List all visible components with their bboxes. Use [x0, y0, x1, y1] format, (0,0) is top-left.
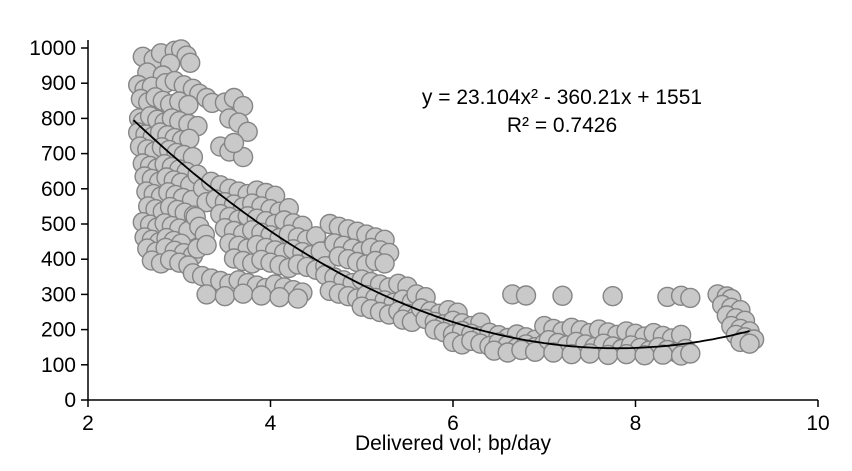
data-point — [251, 285, 272, 306]
x-tick-label: 8 — [630, 412, 642, 435]
y-tick-label: 700 — [41, 143, 76, 166]
y-tick-label: 100 — [41, 354, 76, 377]
y-tick-label: 200 — [41, 319, 76, 342]
data-point — [223, 132, 245, 154]
data-point — [269, 287, 290, 308]
data-point — [196, 234, 217, 256]
data-point — [680, 287, 701, 309]
y-tick-label: 0 — [64, 389, 76, 412]
data-point — [739, 333, 760, 354]
data-point — [214, 286, 236, 307]
data-point — [680, 343, 701, 364]
x-tick-label: 6 — [447, 412, 459, 435]
x-axis-title: Delivered vol; bp/day — [355, 432, 552, 455]
data-point — [552, 285, 573, 306]
data-point — [652, 344, 674, 365]
x-tick-label: 4 — [265, 412, 277, 435]
y-tick-label: 300 — [41, 283, 76, 306]
trendline-equation: y = 23.104x² - 360.21x + 1551 — [422, 86, 702, 109]
y-tick-label: 800 — [41, 107, 76, 130]
data-point — [179, 52, 201, 73]
x-tick-label: 10 — [806, 412, 829, 435]
y-tick-label: 500 — [41, 213, 76, 236]
y-tick-label: 1000 — [29, 37, 76, 60]
y-tick-label: 900 — [41, 72, 76, 95]
trendline — [132, 119, 750, 350]
data-point — [374, 253, 395, 274]
data-point — [515, 285, 537, 306]
y-tick-label: 400 — [41, 248, 76, 271]
x-tick-label: 2 — [82, 412, 94, 435]
data-point — [232, 283, 254, 304]
data-point — [287, 288, 309, 309]
y-tick-label: 600 — [41, 178, 76, 201]
r-squared-label: R² = 0.7426 — [507, 114, 617, 137]
data-point — [602, 286, 623, 307]
data-point — [237, 121, 258, 143]
data-point — [196, 284, 217, 305]
